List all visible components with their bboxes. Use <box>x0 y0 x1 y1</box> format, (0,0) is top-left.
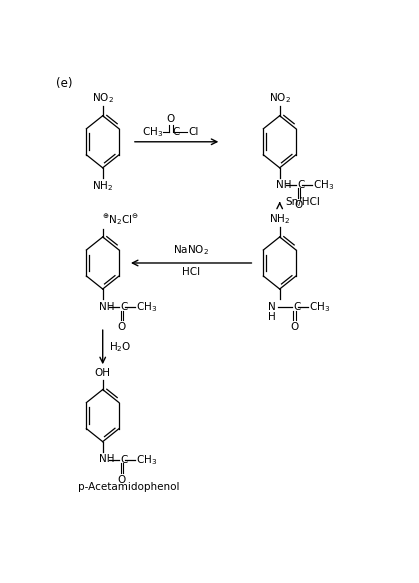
Text: $^{\oplus}$N$_2$Cl$^{\ominus}$: $^{\oplus}$N$_2$Cl$^{\ominus}$ <box>102 212 139 227</box>
Text: NaNO$_2$: NaNO$_2$ <box>173 243 209 257</box>
Text: CH$_3$: CH$_3$ <box>136 300 157 314</box>
Text: N: N <box>268 303 275 312</box>
Text: C: C <box>297 180 305 190</box>
Text: NO$_2$: NO$_2$ <box>92 91 114 104</box>
Text: CH$_3$: CH$_3$ <box>313 178 334 192</box>
Text: OH: OH <box>95 368 111 378</box>
Text: H$_2$O: H$_2$O <box>109 340 131 354</box>
Text: NH$_2$: NH$_2$ <box>92 180 113 194</box>
Text: O: O <box>295 200 303 210</box>
Text: C: C <box>293 302 300 312</box>
Text: NO$_2$: NO$_2$ <box>269 91 291 104</box>
Text: O: O <box>118 322 126 332</box>
Text: NH: NH <box>99 301 115 311</box>
Text: C: C <box>120 455 128 465</box>
Text: Sn/HCl: Sn/HCl <box>285 198 321 208</box>
Text: (e): (e) <box>56 77 72 90</box>
Text: O: O <box>166 114 174 124</box>
Text: Cl: Cl <box>189 127 199 137</box>
Text: H: H <box>268 312 275 322</box>
Text: HCl: HCl <box>182 268 200 278</box>
Text: CH$_3$: CH$_3$ <box>309 300 331 314</box>
Text: NH: NH <box>277 180 292 191</box>
Text: C: C <box>120 302 128 312</box>
Text: O: O <box>290 322 299 332</box>
Text: O: O <box>118 475 126 485</box>
Text: C: C <box>172 127 180 137</box>
Text: NH$_2$: NH$_2$ <box>269 212 290 226</box>
Text: CH$_3$: CH$_3$ <box>142 125 163 139</box>
Text: p-Acetamidophenol: p-Acetamidophenol <box>78 482 179 492</box>
Text: NH: NH <box>99 454 115 464</box>
Text: CH$_3$: CH$_3$ <box>136 453 157 466</box>
